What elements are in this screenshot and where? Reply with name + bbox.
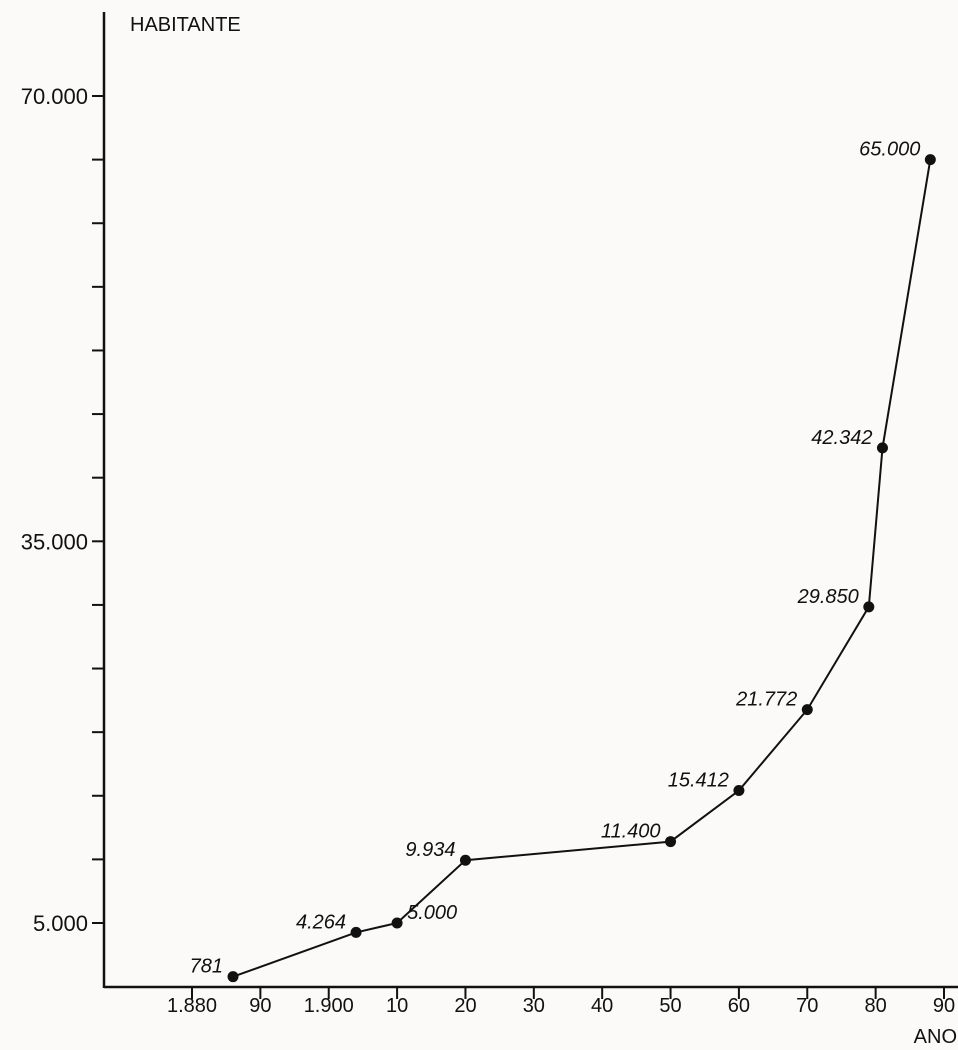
y-tick-label: 70.000 (21, 84, 88, 109)
data-points (227, 154, 936, 983)
data-label: 9.934 (405, 839, 455, 861)
x-tick-label: 20 (454, 995, 476, 1017)
tick-labels: 5.000 35.000 70.000 1.880 90 1.900 10 20 30 40 50 6… (21, 84, 955, 1017)
series-line-group (232, 159, 932, 978)
data-point (924, 154, 936, 166)
data-label: 4.264 (296, 911, 346, 933)
x-tick-label: 1.880 (167, 995, 217, 1017)
x-axis-title: ANO (914, 1026, 957, 1048)
tick-marks (92, 95, 945, 999)
data-point (665, 836, 677, 848)
data-label: 5.000 (407, 902, 457, 924)
data-point (863, 601, 875, 613)
data-labels: 781 4.264 5.000 9.934 11.400 15.412 21.772 29.8… (190, 139, 921, 978)
data-point (350, 926, 362, 938)
x-tick-label: 30 (523, 995, 545, 1017)
data-label: 781 (190, 956, 223, 978)
data-label: 65.000 (859, 139, 920, 161)
x-tick-label: 90 (933, 995, 955, 1017)
x-tick-label: 10 (386, 995, 408, 1017)
data-label: 21.772 (735, 689, 797, 711)
data-point (733, 785, 745, 797)
x-tick-label: 1.900 (304, 995, 354, 1017)
data-point (876, 442, 888, 454)
x-tick-label: 40 (591, 995, 613, 1017)
data-point (227, 971, 239, 983)
y-tick-label: 35.000 (21, 529, 88, 554)
x-tick-label: 50 (659, 995, 681, 1017)
x-tick-label: 80 (865, 995, 887, 1017)
data-label: 29.850 (797, 586, 859, 608)
data-label: 11.400 (601, 821, 661, 843)
data-point (801, 704, 813, 716)
data-point (391, 917, 403, 929)
data-label: 42.342 (811, 427, 872, 449)
x-tick-label: 60 (728, 995, 750, 1017)
x-tick-label: 90 (249, 995, 271, 1017)
data-point (459, 854, 471, 866)
y-tick-label: 5.000 (33, 911, 88, 936)
data-label: 15.412 (668, 770, 729, 792)
x-tick-label: 70 (796, 995, 818, 1017)
y-axis-title: HABITANTE (130, 14, 241, 36)
population-series-line (232, 159, 932, 978)
